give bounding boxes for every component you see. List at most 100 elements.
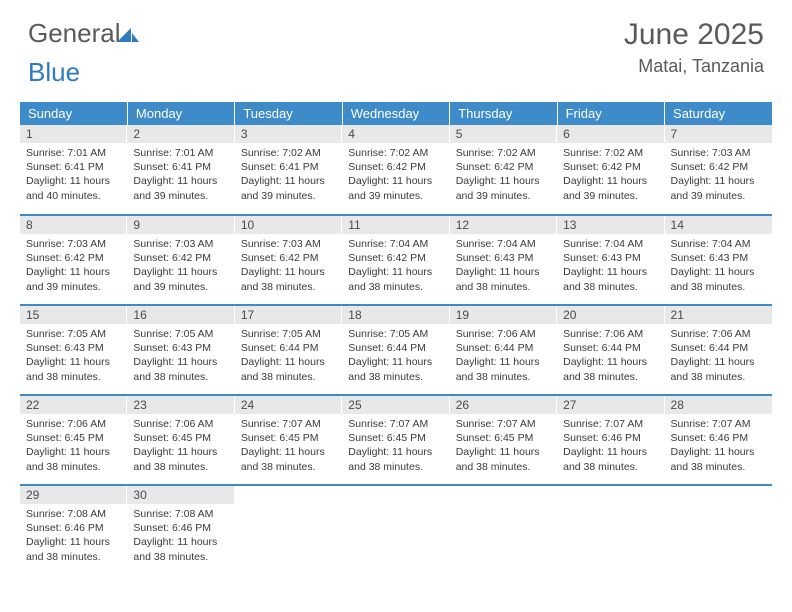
daylight-line: Daylight: 11 hours and 39 minutes. <box>563 175 647 201</box>
daylight-line: Daylight: 11 hours and 38 minutes. <box>133 356 217 382</box>
day-number: 6 <box>557 125 664 143</box>
day-details: Sunrise: 7:06 AM Sunset: 6:44 PM Daylight:… <box>557 324 664 390</box>
sunrise-line: Sunrise: 7:04 AM <box>671 238 751 250</box>
sunset-line: Sunset: 6:41 PM <box>26 161 104 173</box>
day-number: 18 <box>342 306 449 324</box>
sunset-line: Sunset: 6:42 PM <box>26 252 104 264</box>
day-details: Sunrise: 7:07 AMSunset: 6:45 PMDaylight:… <box>235 414 342 480</box>
sunset-line: Sunset: 6:42 PM <box>671 161 749 173</box>
sunrise-line: Sunrise: 7:03 AM <box>241 238 321 250</box>
weekday-header: Tuesday <box>235 102 342 125</box>
daylight-line: Daylight: 11 hours and 38 minutes. <box>26 536 110 562</box>
day-details: Sunrise: 7:03 AMSunset: 6:42 PMDaylight:… <box>20 234 127 300</box>
day-number: 17 <box>235 306 342 324</box>
sunrise-line: Sunrise: 7:06 AM <box>671 328 751 340</box>
day-details: Sunrise: 7:07 AMSunset: 6:46 PMDaylight:… <box>665 414 772 480</box>
sunrise-line: Sunrise: 7:05 AM <box>26 328 106 340</box>
day-number: 14 <box>665 216 772 234</box>
day-number: 22 <box>20 396 127 414</box>
daylight-line: Daylight: 11 hours and 38 minutes. <box>671 446 755 472</box>
day-number: 23 <box>127 396 234 414</box>
sunset-line: Sunset: 6:42 PM <box>241 252 319 264</box>
sunrise-line: Sunrise: 7:05 AM <box>133 328 213 340</box>
sunset-line: Sunset: 6:42 PM <box>456 161 534 173</box>
month-title: June 2025 <box>624 18 764 52</box>
calendar-cell: 26Sunrise: 7:07 AMSunset: 6:45 PMDayligh… <box>450 395 557 485</box>
calendar-cell: 6 Sunrise: 7:02 AM Sunset: 6:42 PM Daylight… <box>557 125 664 215</box>
day-details: Sunrise: 7:07 AMSunset: 6:45 PMDaylight:… <box>342 414 449 480</box>
day-details: Sunrise: 7:07 AMSunset: 6:46 PMDaylight:… <box>557 414 664 480</box>
day-details: Sunrise: 7:06 AMSunset: 6:45 PMDaylight:… <box>20 414 127 480</box>
day-number: 13 <box>557 216 664 234</box>
day-number: 25 <box>342 396 449 414</box>
day-number: 27 <box>557 396 664 414</box>
day-details: Sunrise: 7:04 AMSunset: 6:43 PMDaylight:… <box>450 234 557 300</box>
logo-text: General Blue <box>28 18 139 88</box>
weekday-header: Monday <box>127 102 234 125</box>
day-details: Sunrise: 7:04 AMSunset: 6:43 PMDaylight:… <box>665 234 772 300</box>
logo-text-blue: Blue <box>28 57 80 87</box>
sunset-line: Sunset: 6:46 PM <box>671 432 749 444</box>
calendar-cell: 25Sunrise: 7:07 AMSunset: 6:45 PMDayligh… <box>342 395 449 485</box>
sunset-line: Sunset: 6:43 PM <box>456 252 534 264</box>
sunset-line: Sunset: 6:42 PM <box>563 161 641 173</box>
day-number: 16 <box>127 306 234 324</box>
daylight-line: Daylight: 11 hours and 38 minutes. <box>348 266 432 292</box>
sunrise-line: Sunrise: 7:06 AM <box>456 328 536 340</box>
daylight-line: Daylight: 11 hours and 39 minutes. <box>133 175 217 201</box>
weekday-header: Sunday <box>20 102 127 125</box>
sunset-line: Sunset: 6:42 PM <box>133 252 211 264</box>
day-number: 24 <box>235 396 342 414</box>
daylight-line: Daylight: 11 hours and 39 minutes. <box>133 266 217 292</box>
day-details: Sunrise: 7:01 AMSunset: 6:41 PMDaylight:… <box>20 143 127 209</box>
calendar-cell: 9Sunrise: 7:03 AMSunset: 6:42 PMDaylight… <box>127 215 234 305</box>
calendar-body: 1Sunrise: 7:01 AMSunset: 6:41 PMDaylight… <box>20 125 772 575</box>
day-details: Sunrise: 7:02 AMSunset: 6:41 PMDaylight:… <box>235 143 342 209</box>
daylight-line: Daylight: 11 hours and 38 minutes. <box>456 356 540 382</box>
sunrise-line: Sunrise: 7:06 AM <box>563 328 643 340</box>
day-details: Sunrise: 7:08 AMSunset: 6:46 PMDaylight:… <box>127 504 234 570</box>
sunset-line: Sunset: 6:42 PM <box>348 252 426 264</box>
sunset-line: Sunset: 6:41 PM <box>133 161 211 173</box>
calendar-cell: 15Sunrise: 7:05 AMSunset: 6:43 PMDayligh… <box>20 305 127 395</box>
daylight-line: Daylight: 11 hours and 38 minutes. <box>563 356 647 382</box>
calendar-cell: 27Sunrise: 7:07 AMSunset: 6:46 PMDayligh… <box>557 395 664 485</box>
weekday-header: Saturday <box>665 102 772 125</box>
daylight-line: Daylight: 11 hours and 38 minutes. <box>348 356 432 382</box>
sunset-line: Sunset: 6:44 PM <box>563 342 641 354</box>
sunrise-line: Sunrise: 7:02 AM <box>456 147 536 159</box>
day-details: Sunrise: 7:04 AMSunset: 6:42 PMDaylight:… <box>342 234 449 300</box>
calendar-cell: 8Sunrise: 7:03 AMSunset: 6:42 PMDaylight… <box>20 215 127 305</box>
calendar-cell: 4Sunrise: 7:02 AMSunset: 6:42 PMDaylight… <box>342 125 449 215</box>
day-details: Sunrise: 7:03 AMSunset: 6:42 PMDaylight:… <box>235 234 342 300</box>
sunrise-line: Sunrise: 7:05 AM <box>348 328 428 340</box>
daylight-line: Daylight: 11 hours and 39 minutes. <box>241 175 325 201</box>
day-number: 4 <box>342 125 449 143</box>
day-number: 21 <box>665 306 772 324</box>
day-details: Sunrise: 7:07 AMSunset: 6:45 PMDaylight:… <box>450 414 557 480</box>
day-number: 19 <box>450 306 557 324</box>
day-number: 3 <box>235 125 342 143</box>
sunrise-line: Sunrise: 7:03 AM <box>133 238 213 250</box>
calendar-cell <box>450 485 557 575</box>
day-number: 8 <box>20 216 127 234</box>
sunrise-line: Sunrise: 7:02 AM <box>563 147 643 159</box>
sunrise-line: Sunrise: 7:07 AM <box>563 418 643 430</box>
weekday-header: Friday <box>557 102 664 125</box>
daylight-line: Daylight: 11 hours and 38 minutes. <box>241 446 325 472</box>
sunset-line: Sunset: 6:43 PM <box>671 252 749 264</box>
calendar-cell: 21Sunrise: 7:06 AMSunset: 6:44 PMDayligh… <box>665 305 772 395</box>
day-details: Sunrise: 7:01 AM Sunset: 6:41 PM Daylight:… <box>127 143 234 209</box>
sunset-line: Sunset: 6:46 PM <box>563 432 641 444</box>
logo-text-general: General <box>28 18 121 48</box>
sunrise-line: Sunrise: 7:01 AM <box>133 147 213 159</box>
sunset-line: Sunset: 6:45 PM <box>456 432 534 444</box>
calendar-row: 8Sunrise: 7:03 AMSunset: 6:42 PMDaylight… <box>20 215 772 305</box>
day-details: Sunrise: 7:05 AMSunset: 6:43 PMDaylight:… <box>127 324 234 390</box>
calendar-cell: 30Sunrise: 7:08 AMSunset: 6:46 PMDayligh… <box>127 485 234 575</box>
daylight-line: Daylight: 11 hours and 39 minutes. <box>456 175 540 201</box>
calendar-cell: 19Sunrise: 7:06 AMSunset: 6:44 PMDayligh… <box>450 305 557 395</box>
calendar-cell: 13Sunrise: 7:04 AMSunset: 6:43 PMDayligh… <box>557 215 664 305</box>
calendar-table: SundayMondayTuesdayWednesdayThursdayFrid… <box>20 102 772 575</box>
logo: General Blue <box>28 18 139 88</box>
